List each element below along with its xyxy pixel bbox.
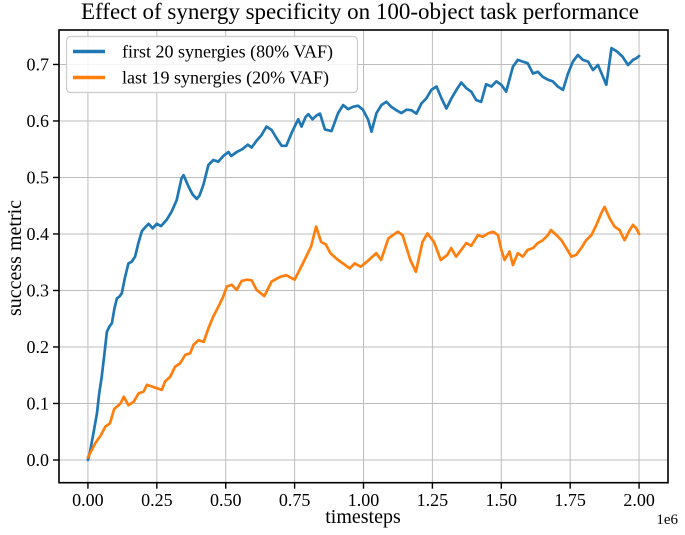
grid-layer (59, 30, 668, 483)
y-tick-label: 0.0 (27, 450, 50, 470)
x-axis-label: timesteps (325, 506, 401, 528)
axes-layer (53, 29, 669, 489)
legend: first 20 synergies (80% VAF) last 19 syn… (65, 35, 359, 94)
y-tick-label: 0.2 (27, 337, 50, 357)
series-line-first-20-synergies (86, 46, 641, 462)
x-tick-label: 0.00 (72, 490, 104, 510)
x-tick-label: 0.50 (210, 490, 242, 510)
chart-title: Effect of synergy specificity on 100-obj… (81, 0, 639, 24)
y-tick-label: 0.7 (27, 54, 50, 74)
y-tick-label: 0.4 (27, 224, 50, 244)
series-line-last-19-synergies (86, 205, 641, 459)
y-tick-label: 0.1 (27, 393, 50, 413)
y-tick-label: 0.3 (27, 280, 50, 300)
x-tick-label: 1.50 (486, 490, 518, 510)
legend-label-last-19-synergies: last 19 synergies (20% VAF) (122, 68, 329, 89)
x-tick-label: 0.75 (279, 490, 311, 510)
x-tick-label: 1.75 (554, 490, 586, 510)
y-tick-label: 0.5 (27, 167, 50, 187)
x-tick-label: 0.25 (141, 490, 173, 510)
legend-label-first-20-synergies: first 20 synergies (80% VAF) (122, 42, 333, 63)
series-layer (86, 46, 641, 462)
tick-label-layer: 0.00 0.25 0.50 0.75 1.00 1.25 1.50 1.75 2.00 0.0 0… (27, 54, 655, 510)
y-tick-label: 0.6 (27, 111, 50, 131)
x-tick-label: 1.25 (417, 490, 449, 510)
y-axis-label: success metric (4, 200, 26, 316)
x-axis-offset-label: 1e6 (656, 512, 678, 528)
x-tick-label: 2.00 (623, 490, 655, 510)
x-tick-label: 1.00 (348, 490, 380, 510)
legend-box (65, 35, 359, 94)
